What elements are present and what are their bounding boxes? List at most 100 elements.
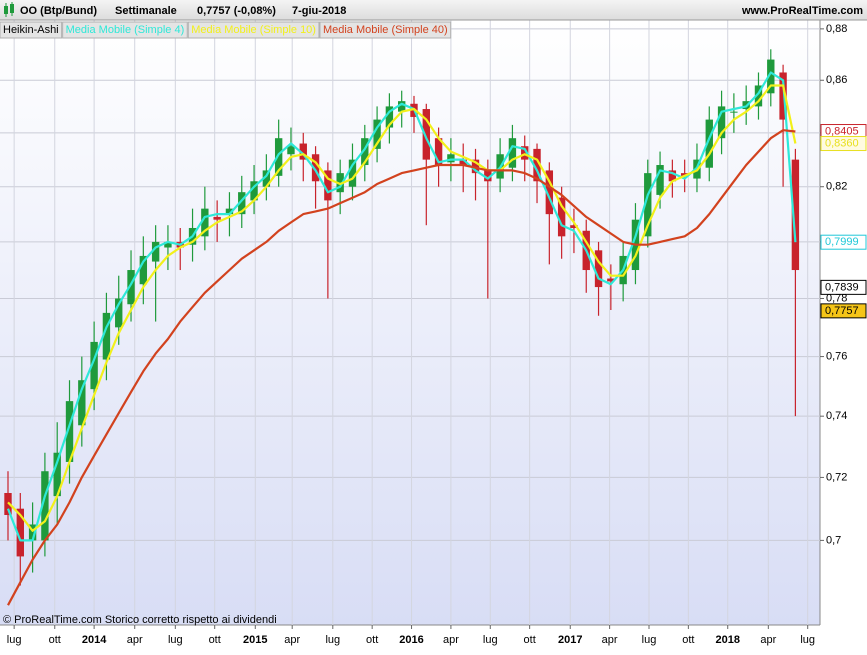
candle-body bbox=[385, 106, 394, 128]
candle-body bbox=[459, 159, 467, 166]
candle-body bbox=[422, 109, 430, 160]
x-tick-label: apr bbox=[443, 634, 459, 646]
labels: 0,880,860,840,820,800,780,760,740,720,7l… bbox=[7, 23, 867, 646]
marks bbox=[4, 49, 800, 606]
candle-body bbox=[361, 138, 369, 166]
candle-body bbox=[324, 170, 332, 201]
candle-body bbox=[570, 225, 578, 228]
y-tick-label: 0,76 bbox=[826, 350, 847, 362]
candle-body bbox=[41, 471, 49, 541]
candle-body bbox=[53, 452, 61, 497]
moving-average-line bbox=[7, 129, 796, 606]
candle-body bbox=[717, 106, 726, 139]
candle-body bbox=[767, 59, 775, 94]
x-tick-label: ott bbox=[524, 634, 536, 646]
x-tick-label: lug bbox=[325, 634, 340, 646]
price-label: 0,7839 bbox=[825, 281, 859, 293]
price-label-box bbox=[820, 234, 867, 250]
y-tick-label: 0,88 bbox=[826, 23, 847, 35]
candle-body bbox=[594, 250, 603, 288]
x-tick-label: lug bbox=[800, 634, 815, 646]
candle-body bbox=[336, 173, 344, 193]
candle-body bbox=[151, 241, 160, 262]
candle-body bbox=[434, 138, 443, 166]
legend-background bbox=[0, 21, 63, 39]
price-label: 0,7757 bbox=[825, 305, 859, 317]
candle-body bbox=[484, 170, 492, 182]
price-label-box bbox=[820, 303, 867, 319]
candle-body bbox=[250, 181, 258, 201]
legend-entry: Media Mobile (Simple 10) bbox=[191, 24, 316, 36]
candle-body bbox=[668, 170, 677, 182]
candle-body bbox=[299, 143, 307, 160]
symbol: OO (Btp/Bund) bbox=[20, 5, 97, 17]
time-axis bbox=[0, 625, 867, 650]
candle-body bbox=[471, 159, 480, 174]
candle-body bbox=[533, 148, 541, 182]
candle-body bbox=[201, 208, 209, 237]
candle-body bbox=[139, 255, 148, 285]
header-icon bbox=[4, 2, 14, 17]
x-tick-label: apr bbox=[284, 634, 300, 646]
candle-body bbox=[4, 493, 12, 515]
candle-body bbox=[779, 72, 787, 120]
x-tick-label: 2017 bbox=[558, 634, 582, 646]
x-tick-label: ott bbox=[209, 634, 221, 646]
candle-body bbox=[65, 401, 74, 462]
period: Settimanale bbox=[115, 5, 177, 17]
candle-body bbox=[373, 119, 381, 149]
candle-body bbox=[213, 216, 221, 220]
x-tick-label: ott bbox=[682, 634, 694, 646]
y-tick-label: 0,82 bbox=[826, 181, 847, 193]
header-bar bbox=[0, 0, 867, 20]
candle-body bbox=[102, 312, 111, 360]
legend-background bbox=[319, 21, 452, 39]
x-tick-label: ott bbox=[366, 634, 378, 646]
candle-body bbox=[311, 154, 320, 182]
date: 7-giu-2018 bbox=[292, 5, 346, 17]
y-tick-label: 0,72 bbox=[826, 471, 847, 483]
x-tick-label: apr bbox=[760, 634, 776, 646]
candle-body bbox=[127, 270, 135, 305]
x-tick-label: 2016 bbox=[399, 634, 423, 646]
last-price: 0,7757 (-0,08%) bbox=[197, 5, 276, 17]
candle-body bbox=[754, 85, 763, 107]
candle-body bbox=[287, 146, 295, 155]
price-label: 0,8360 bbox=[825, 137, 859, 149]
candle-body bbox=[705, 119, 713, 168]
site: www.ProRealTime.com bbox=[741, 5, 863, 17]
candle-body bbox=[644, 173, 652, 237]
candle-body bbox=[545, 170, 554, 215]
legend-background bbox=[62, 21, 188, 39]
legend-background bbox=[187, 21, 320, 39]
candle-body bbox=[274, 138, 283, 176]
x-tick-label: lug bbox=[642, 634, 657, 646]
candle-body bbox=[607, 278, 615, 282]
moving-average-line bbox=[7, 84, 797, 532]
candle-body bbox=[398, 101, 406, 112]
y-tick-label: 0,7 bbox=[826, 534, 841, 546]
price-label-box bbox=[820, 136, 867, 152]
candle-body bbox=[447, 154, 455, 163]
plot-background bbox=[0, 20, 820, 625]
candle-body bbox=[78, 380, 86, 426]
price-label: 0,8405 bbox=[825, 125, 859, 137]
candle-body bbox=[791, 159, 800, 271]
x-tick-label: 2014 bbox=[82, 634, 107, 646]
price-label-box bbox=[820, 279, 867, 295]
x-tick-label: 2015 bbox=[243, 634, 267, 646]
legend-entry: Heikin-Ashi bbox=[3, 24, 59, 36]
candle-body bbox=[348, 159, 357, 187]
candle-body bbox=[90, 341, 98, 390]
x-tick-label: lug bbox=[168, 634, 183, 646]
x-tick-label: apr bbox=[127, 634, 143, 646]
x-tick-label: ott bbox=[49, 634, 61, 646]
candle-body bbox=[16, 508, 24, 557]
candle-body bbox=[115, 298, 123, 328]
y-tick-label: 0,78 bbox=[826, 292, 847, 304]
x-tick-label: 2018 bbox=[715, 634, 739, 646]
y-tick-label: 0,74 bbox=[826, 410, 847, 422]
price-axis bbox=[820, 20, 867, 625]
